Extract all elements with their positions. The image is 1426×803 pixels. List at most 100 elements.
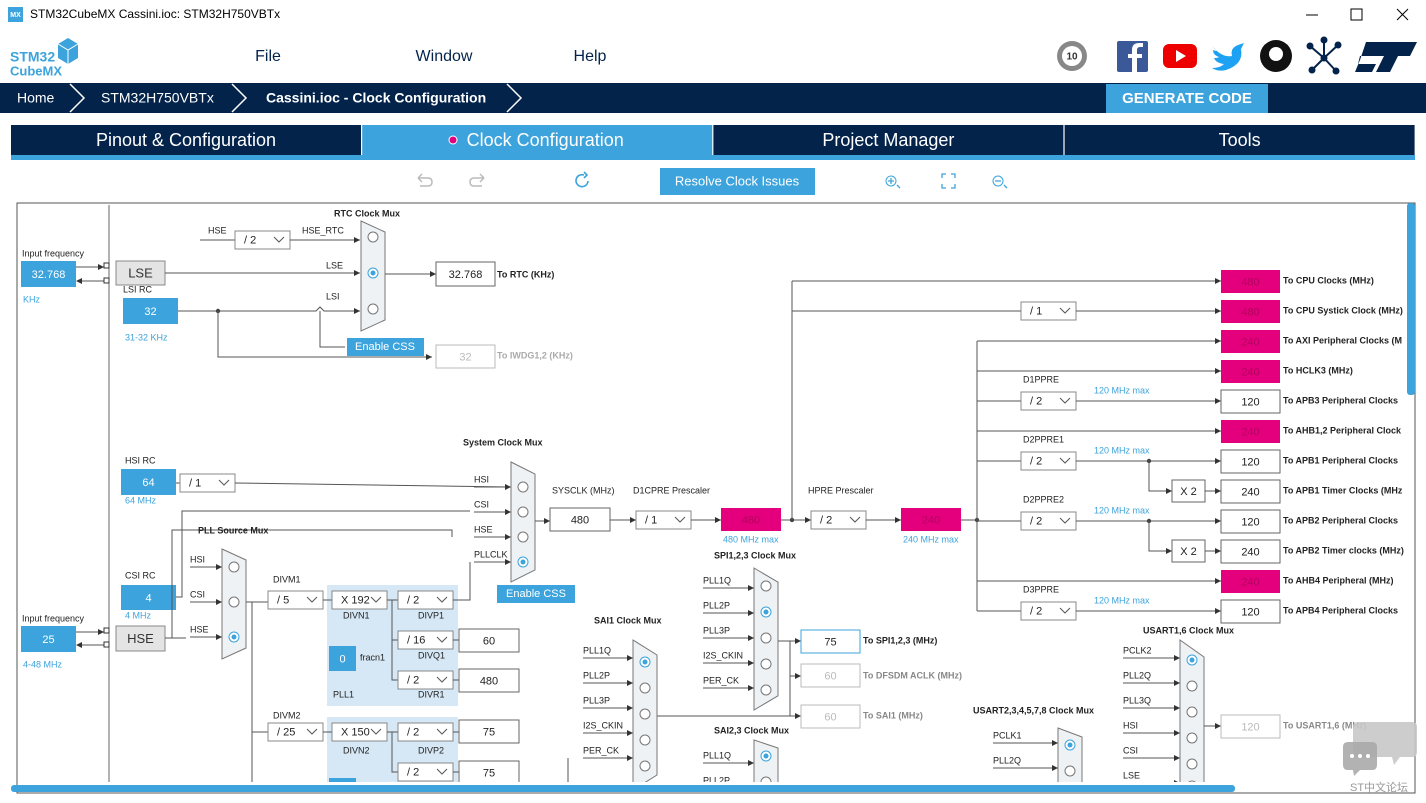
label: fracn1 xyxy=(360,652,385,662)
mux-radio[interactable] xyxy=(760,658,772,670)
label: CSI xyxy=(1123,745,1138,755)
tab[interactable] xyxy=(11,125,361,155)
dropdown-chevron xyxy=(370,728,382,735)
button-text: Resolve Clock Issues xyxy=(675,173,800,188)
label: HSE xyxy=(190,624,209,634)
mux-radio[interactable] xyxy=(228,561,240,573)
dropdown-value: / 1 xyxy=(645,514,657,526)
label: To CPU Systick Clock (MHz) xyxy=(1283,305,1403,315)
undo-icon[interactable] xyxy=(417,173,433,187)
mux-radio[interactable] xyxy=(760,580,772,592)
mux-radio[interactable] xyxy=(517,531,529,543)
mux-radio[interactable] xyxy=(1186,758,1198,770)
label: To CPU Clocks (MHz) xyxy=(1283,275,1374,285)
mux-radio[interactable] xyxy=(639,734,651,746)
window-title: STM32CubeMX Cassini.ioc: STM32H750VBTx xyxy=(30,7,280,21)
mux-radio[interactable] xyxy=(1186,732,1198,744)
twitter-icon[interactable] xyxy=(1212,43,1244,71)
mux-radio-dot xyxy=(642,659,648,665)
mux-radio[interactable] xyxy=(760,632,772,644)
value-box[interactable] xyxy=(121,469,176,495)
arrow-head xyxy=(1215,428,1221,434)
dropdown-chevron xyxy=(849,516,861,523)
mux-radio[interactable] xyxy=(1187,780,1197,791)
value-box[interactable] xyxy=(21,261,76,287)
arrow-head xyxy=(354,237,360,243)
enable-css-button[interactable] xyxy=(347,338,424,356)
value-text: 240 xyxy=(922,514,940,526)
mux-radio[interactable] xyxy=(639,708,651,720)
label: DIVR1 xyxy=(418,689,445,699)
mux-radio[interactable] xyxy=(367,303,379,315)
label: I2S_CKIN xyxy=(703,650,743,660)
st-logo[interactable] xyxy=(1355,42,1417,72)
label: USART1,6 Clock Mux xyxy=(1143,625,1234,635)
value-box[interactable] xyxy=(123,298,178,324)
dropdown-value: / 25 xyxy=(277,726,295,738)
generate-button[interactable] xyxy=(1106,84,1268,113)
value-box xyxy=(115,260,166,286)
tab[interactable] xyxy=(362,125,713,155)
dropdown-chevron xyxy=(436,768,448,775)
menu-item[interactable]: Help xyxy=(574,48,607,65)
fit-icon[interactable] xyxy=(941,173,956,189)
mux-radio[interactable] xyxy=(1186,706,1198,718)
label: DIVN2 xyxy=(343,745,370,755)
value-box[interactable] xyxy=(121,585,176,610)
dropdown-chevron xyxy=(436,636,448,643)
label: LSE xyxy=(1123,770,1140,780)
label: PLL2P xyxy=(583,670,610,680)
mux-radio[interactable] xyxy=(367,231,379,243)
mux-radio[interactable] xyxy=(760,776,772,787)
tab[interactable] xyxy=(1064,125,1415,155)
mux-radio[interactable] xyxy=(639,682,651,694)
value-box xyxy=(1221,330,1280,353)
mux-radio[interactable] xyxy=(517,481,529,493)
mux-radio[interactable] xyxy=(760,684,772,696)
arrow-head xyxy=(748,585,754,591)
mux-radio[interactable] xyxy=(228,596,240,608)
breadcrumb-item[interactable]: Home xyxy=(17,90,55,106)
dropdown-chevron xyxy=(436,728,448,735)
value-box[interactable] xyxy=(21,626,76,652)
mux-radio[interactable] xyxy=(517,506,529,518)
zoom-out-icon[interactable] xyxy=(995,180,1008,189)
value-box[interactable] xyxy=(329,646,356,671)
tab[interactable] xyxy=(713,125,1064,155)
resolve-button[interactable] xyxy=(660,168,815,195)
mux-radio[interactable] xyxy=(639,760,651,772)
vertical-scrollbar[interactable] xyxy=(1407,203,1415,395)
arrow-head xyxy=(627,680,633,686)
chat-dot xyxy=(1350,754,1354,758)
dropdown-chevron xyxy=(370,596,382,603)
arrow-head xyxy=(430,271,436,277)
close[interactable] xyxy=(1396,8,1409,21)
arrow-head xyxy=(627,730,633,736)
label: HSE xyxy=(474,524,493,534)
maximize[interactable] xyxy=(1350,8,1363,21)
value-box xyxy=(800,663,861,688)
mux-radio-dot xyxy=(1067,742,1073,748)
github-cat xyxy=(1269,47,1283,61)
enable-css-button[interactable] xyxy=(497,585,575,603)
arrow-head xyxy=(795,713,801,719)
dropdown-chevron xyxy=(1059,607,1071,614)
redo-icon[interactable] xyxy=(469,173,485,187)
menu-item[interactable]: Window xyxy=(416,48,473,65)
breadcrumb-item[interactable]: STM32H750VBTx xyxy=(101,90,214,106)
watermark: ST中文论坛 xyxy=(1350,780,1408,794)
zoom-in-icon[interactable] xyxy=(888,178,901,189)
mux-radio[interactable] xyxy=(1186,680,1198,692)
label: To AXI Peripheral Clocks (M xyxy=(1283,335,1402,345)
horizontal-scrollbar[interactable] xyxy=(11,785,1235,792)
menu-item[interactable]: File xyxy=(255,48,281,65)
label: 480 MHz max xyxy=(723,534,779,544)
dropdown-value: / 2 xyxy=(820,514,832,526)
value-box xyxy=(1220,539,1281,564)
refresh-icon[interactable] xyxy=(575,171,589,188)
label: 240 MHz max xyxy=(903,534,959,544)
network-icon[interactable] xyxy=(1309,40,1339,72)
mux-radio[interactable] xyxy=(1064,765,1076,777)
label: SAI1 Clock Mux xyxy=(594,615,662,625)
